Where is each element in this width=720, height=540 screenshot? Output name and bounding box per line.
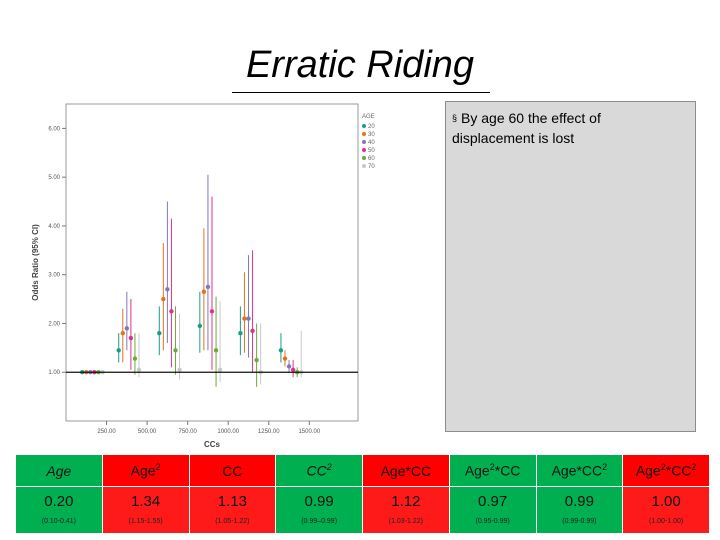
point-age-50 <box>290 367 296 372</box>
legend-label-age-20: 20 <box>368 124 375 130</box>
point-age-50 <box>128 335 134 341</box>
legend-marker-age-50 <box>362 148 366 152</box>
legend-marker-age-40 <box>362 140 366 144</box>
table-header-row: Age Age2 CC CC2 Age*CC Age2*CC Age*CC2 A… <box>15 454 710 487</box>
legend-label-age-50: 50 <box>368 148 375 154</box>
point-age-50 <box>250 328 255 333</box>
point-age-50 <box>169 309 174 314</box>
point-age-50 <box>209 309 215 314</box>
point-age-60 <box>132 356 138 361</box>
coefficient-table: Age Age2 CC CC2 Age*CC Age2*CC Age*CC2 A… <box>15 454 710 534</box>
point-age-40 <box>124 326 130 331</box>
y-tick-label: 6.00 <box>48 126 60 132</box>
point-age-20 <box>278 348 284 353</box>
legend-label-age-60: 60 <box>368 156 375 162</box>
point-age-70 <box>177 367 182 372</box>
point-age-20 <box>238 331 243 336</box>
y-axis-label: Odds Ratio (95% CI) <box>31 224 40 301</box>
cell-age-cc: 1.12 (1.03-1.22) <box>362 486 450 534</box>
point-age-40 <box>246 316 251 321</box>
header-age-squared: Age2 <box>101 454 190 487</box>
legend-label-age-40: 40 <box>368 140 375 146</box>
point-age-20 <box>197 323 203 329</box>
point-age-60 <box>173 348 178 353</box>
header-age-cc: Age*CC <box>362 454 450 487</box>
y-tick-label: 1.00 <box>48 370 60 376</box>
header-age: Age <box>15 454 103 487</box>
y-tick-label: 5.00 <box>48 175 60 181</box>
cell-age2-cc2: 1.00 (1.00-1.00) <box>622 486 710 534</box>
y-tick-label: 2.00 <box>48 321 60 327</box>
point-age-20 <box>157 331 162 336</box>
point-age-30 <box>242 316 247 321</box>
header-age-cc2: Age*CC2 <box>535 454 624 487</box>
odds-ratio-chart: 1.00 2.00 3.00 4.00 5.00 6.00 250.00 500.00 750.… <box>31 103 375 449</box>
legend-title: AGE <box>362 114 375 120</box>
point-age-40 <box>286 364 292 369</box>
header-cc-squared: CC2 <box>275 454 363 487</box>
x-tick-label: 250.00 <box>97 429 116 435</box>
point-age-20 <box>116 348 121 353</box>
legend-label-age-70: 70 <box>368 164 375 170</box>
x-tick-label: 1250.00 <box>258 429 280 435</box>
cell-age-squared: 1.34 (1.15-1.55) <box>101 486 190 534</box>
point-age-40 <box>165 287 170 292</box>
point-age-30 <box>282 356 288 361</box>
x-tick-label: 500.00 <box>138 429 157 435</box>
cell-age: 0.20 (0.10-0.41) <box>15 486 103 534</box>
table-row: 0.20 (0.10-0.41) 1.34 (1.15-1.55) 1.13 (1.0… <box>15 486 710 534</box>
x-axis-label: CCs <box>204 440 221 449</box>
header-cc: CC <box>188 454 277 487</box>
bullet-icon: § <box>452 113 458 123</box>
cell-age2-cc: 0.97 (0.95-0.99) <box>448 486 537 534</box>
point-age-40 <box>205 284 211 290</box>
point-age-70 <box>217 367 223 372</box>
header-age2-cc: Age2*CC <box>448 454 537 487</box>
legend-marker-age-30 <box>362 132 366 136</box>
header-age2-cc2: Age2*CC2 <box>622 454 710 487</box>
y-tick-label: 3.00 <box>48 273 60 279</box>
note-text: By age 60 the effect of displacement is … <box>452 110 601 146</box>
point-age-30 <box>201 289 207 294</box>
x-tick-label: 1500.00 <box>298 429 320 435</box>
note-box: § By age 60 the effect of displacement is… <box>445 101 696 432</box>
legend-label-age-30: 30 <box>368 132 375 138</box>
legend-marker-age-70 <box>362 164 366 168</box>
cell-cc-squared: 0.99 (0.99–0.99) <box>275 486 363 534</box>
x-tick-label: 750.00 <box>178 429 197 435</box>
point-age-30 <box>161 296 166 302</box>
point-age-60 <box>213 348 219 353</box>
cell-age-cc2: 0.99 (0.99-0.99) <box>535 486 624 534</box>
cell-cc: 1.13 (1.05-1.22) <box>188 486 277 534</box>
x-tick-label: 1000.00 <box>217 429 239 435</box>
legend-marker-age-60 <box>362 156 366 160</box>
point-age-30 <box>120 331 125 336</box>
point-age-60 <box>254 357 259 363</box>
y-tick-label: 4.00 <box>48 224 60 230</box>
slide-title: Erratic Riding <box>245 44 475 86</box>
legend-marker-age-20 <box>362 124 366 128</box>
point-age-70 <box>136 367 142 372</box>
title-underline <box>232 92 490 93</box>
